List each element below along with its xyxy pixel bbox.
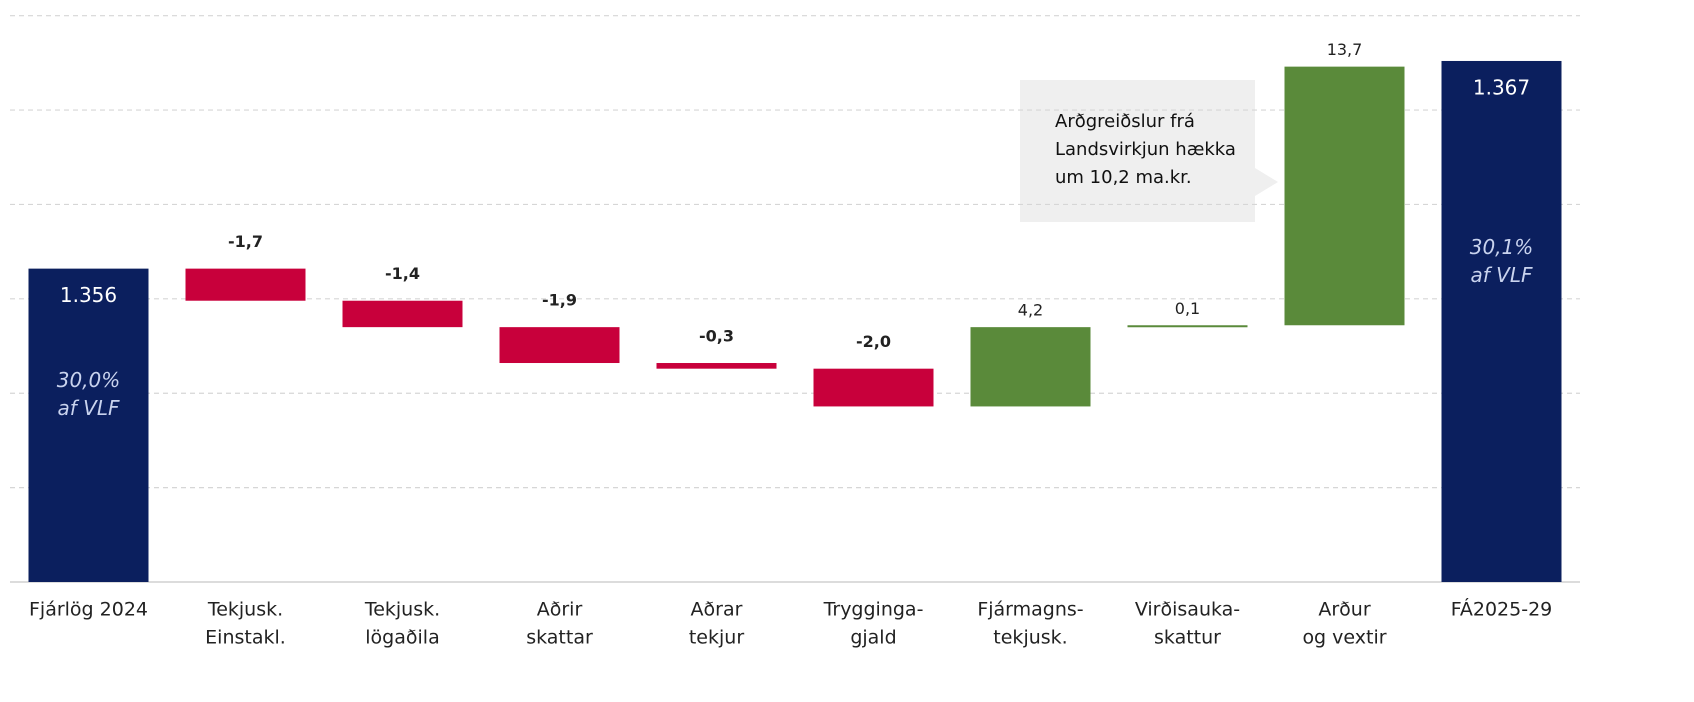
callout-text: um 10,2 ma.kr. <box>1055 167 1192 188</box>
callout-text: Arðgreiðslur frá <box>1055 111 1195 132</box>
value-label: 4,2 <box>1018 301 1043 320</box>
value-label: 13,7 <box>1327 40 1363 59</box>
bar-note: af VLF <box>1471 263 1533 287</box>
x-tick-label: skattar <box>526 627 593 649</box>
x-tick-label: og vextir <box>1302 627 1386 649</box>
value-label: 1.367 <box>1473 75 1530 99</box>
bar <box>656 363 777 369</box>
bar <box>185 268 306 301</box>
value-label: 0,1 <box>1175 299 1200 318</box>
x-tick-label: Trygginga- <box>823 599 924 621</box>
bar <box>342 300 463 328</box>
x-tick-label: Fjármagns- <box>977 599 1083 621</box>
bar <box>1127 325 1248 328</box>
bar <box>1441 60 1562 583</box>
callout-box <box>1020 80 1255 222</box>
callout <box>1020 80 1278 222</box>
x-tick-label: Arður <box>1318 599 1370 621</box>
bar <box>970 327 1091 407</box>
x-tick-label: lögaðila <box>365 627 439 649</box>
x-tick-label: Einstakl. <box>205 627 286 649</box>
x-tick-label: tekjur <box>689 627 744 649</box>
callout-arrow <box>1255 168 1278 196</box>
value-label: -0,3 <box>699 327 734 346</box>
bar <box>1284 66 1405 326</box>
bar-note: 30,1% <box>1470 235 1534 259</box>
value-label: -1,9 <box>542 291 577 310</box>
bar <box>28 268 149 582</box>
x-tick-label: gjald <box>850 627 896 649</box>
x-tick-label: FÁ2025-29 <box>1451 598 1553 621</box>
x-tick-label: tekjusk. <box>993 627 1067 649</box>
bar <box>499 327 620 364</box>
value-label: -2,0 <box>856 332 891 351</box>
bar <box>813 368 934 407</box>
x-tick-label: Tekjusk. <box>364 599 440 621</box>
x-tick-label: Aðrir <box>537 599 583 621</box>
bar-note: 30,0% <box>57 368 121 392</box>
callout-text: Landsvirkjun hækka <box>1055 139 1236 160</box>
value-label: 1.356 <box>60 283 117 307</box>
x-tick-label: Tekjusk. <box>207 599 283 621</box>
x-tick-label: skattur <box>1154 627 1221 649</box>
value-label: -1,7 <box>228 232 263 251</box>
x-tick-label: Aðrar <box>691 599 743 621</box>
x-tick-label: Virðisauka- <box>1135 599 1240 621</box>
value-label: -1,4 <box>385 264 420 283</box>
bar-note: af VLF <box>58 396 120 420</box>
x-tick-label: Fjárlög 2024 <box>29 599 148 621</box>
